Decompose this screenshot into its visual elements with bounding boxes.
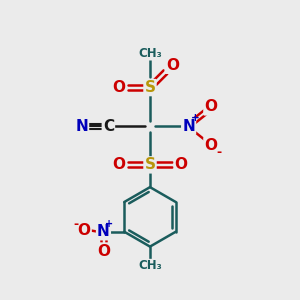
Text: O: O	[78, 223, 91, 238]
Text: O: O	[166, 58, 179, 73]
Text: N: N	[182, 119, 195, 134]
Text: S: S	[145, 158, 155, 172]
Text: S: S	[145, 80, 155, 95]
Text: +: +	[105, 219, 113, 229]
Text: N: N	[75, 119, 88, 134]
Text: O: O	[175, 158, 188, 172]
Text: N: N	[97, 224, 110, 239]
Text: CH₃: CH₃	[138, 260, 162, 272]
Text: -: -	[217, 146, 222, 159]
Text: +: +	[191, 113, 200, 123]
Text: CH₃: CH₃	[138, 47, 162, 60]
Text: O: O	[204, 99, 218, 114]
Text: O: O	[112, 80, 125, 95]
Text: O: O	[204, 138, 218, 153]
Text: O: O	[112, 158, 125, 172]
Text: C: C	[103, 119, 114, 134]
Text: -: -	[73, 218, 78, 231]
Text: O: O	[97, 244, 110, 259]
